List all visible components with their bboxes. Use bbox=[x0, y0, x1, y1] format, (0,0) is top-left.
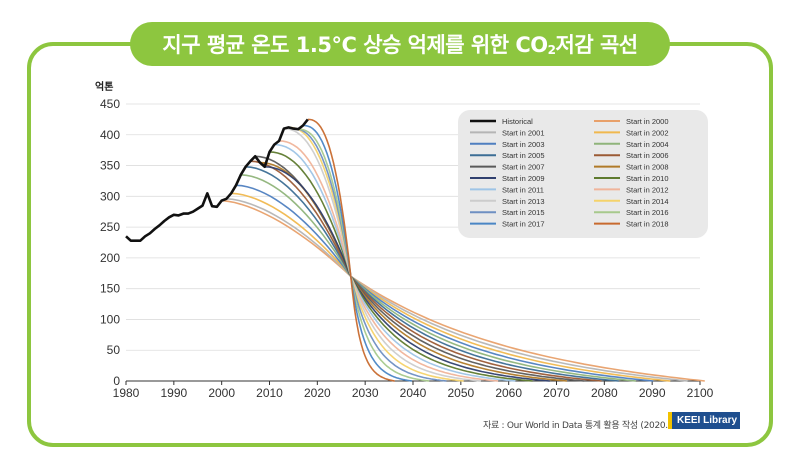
x-tick-label: 2050 bbox=[447, 386, 474, 400]
y-tick-label: 350 bbox=[100, 159, 120, 173]
x-tick-label: 2070 bbox=[543, 386, 570, 400]
legend-label: Historical bbox=[502, 117, 533, 126]
series-line-2003 bbox=[235, 184, 654, 382]
legend-label: Start in 2008 bbox=[626, 163, 669, 172]
y-tick-label: 50 bbox=[107, 343, 121, 357]
legend-label: Start in 2002 bbox=[626, 128, 669, 137]
legend-label: Start in 2017 bbox=[502, 220, 545, 229]
series-line-2004 bbox=[240, 174, 636, 382]
x-tick-label: 2040 bbox=[400, 386, 427, 400]
series-line-2013 bbox=[283, 127, 481, 382]
y-tick-label: 450 bbox=[100, 97, 120, 111]
y-tick-label: 200 bbox=[100, 251, 120, 265]
historical-line bbox=[125, 118, 309, 242]
legend-label: Start in 2000 bbox=[626, 117, 669, 126]
legend-box bbox=[458, 110, 708, 238]
legend-label: Start in 2001 bbox=[502, 128, 545, 137]
series-line-2017 bbox=[302, 124, 413, 382]
legend-label: Start in 2007 bbox=[502, 163, 545, 172]
source-note: 자료 : Our World in Data 통계 활용 작성 (2020.4) bbox=[483, 421, 677, 431]
legend-label: Start in 2015 bbox=[502, 208, 545, 217]
legend-label: Start in 2011 bbox=[502, 185, 544, 194]
title-subscript: 2 bbox=[547, 43, 556, 57]
title-main: 지구 평균 온도 1.5℃ 상승 억제를 위한 CO bbox=[162, 33, 548, 57]
x-tick-label: 2000 bbox=[208, 386, 235, 400]
x-tick-label: 1980 bbox=[113, 386, 140, 400]
series-line-2015 bbox=[293, 127, 447, 382]
y-tick-label: 250 bbox=[100, 220, 120, 234]
series-line-2018 bbox=[307, 118, 395, 382]
series-line-2016 bbox=[298, 128, 430, 382]
legend-label: Start in 2013 bbox=[502, 197, 545, 206]
legend-label: Start in 2012 bbox=[626, 185, 669, 194]
page-title: 지구 평균 온도 1.5℃ 상승 억제를 위한 CO 2 저감 곡선 bbox=[130, 22, 670, 66]
series-line-2014 bbox=[288, 126, 464, 382]
legend-label: Start in 2004 bbox=[626, 140, 669, 149]
x-tick-label: 2100 bbox=[687, 386, 714, 400]
series-line-2009 bbox=[264, 166, 550, 382]
x-tick-label: 2020 bbox=[304, 386, 331, 400]
x-tick-label: 2090 bbox=[639, 386, 666, 400]
x-tick-label: 2010 bbox=[256, 386, 283, 400]
x-tick-label: 1990 bbox=[160, 386, 187, 400]
title-tail: 저감 곡선 bbox=[555, 33, 639, 57]
y-tick-label: 100 bbox=[100, 312, 120, 326]
y-tick-label: 0 bbox=[113, 374, 120, 388]
x-tick-label: 2080 bbox=[591, 386, 618, 400]
series-line-2012 bbox=[279, 140, 499, 382]
legend-label: Start in 2003 bbox=[502, 140, 545, 149]
x-tick-label: 2030 bbox=[352, 386, 379, 400]
series-line-2002 bbox=[231, 192, 671, 382]
legend-label: Start in 2005 bbox=[502, 151, 545, 160]
series-line-2011 bbox=[274, 143, 516, 382]
legend-label: Start in 2010 bbox=[626, 174, 669, 183]
keei-badge: KEEI Library bbox=[668, 412, 740, 429]
series-line-2005 bbox=[245, 166, 619, 382]
y-tick-label: 150 bbox=[100, 282, 120, 296]
legend-label: Start in 2006 bbox=[626, 151, 669, 160]
legend-label: Start in 2009 bbox=[502, 174, 545, 183]
y-tick-label: 400 bbox=[100, 128, 120, 142]
series-line-2001 bbox=[226, 198, 688, 382]
series-line-2006 bbox=[250, 160, 602, 382]
badge-label: KEEI Library bbox=[677, 415, 738, 426]
y-axis-label: 억톤 bbox=[95, 81, 113, 93]
series-line-2000 bbox=[221, 199, 705, 382]
legend-label: Start in 2016 bbox=[626, 208, 669, 217]
series-line-2010 bbox=[269, 151, 533, 382]
badge-accent-bar bbox=[668, 412, 672, 429]
legend-label: Start in 2014 bbox=[626, 197, 669, 206]
legend-label: Start in 2018 bbox=[626, 220, 669, 229]
x-tick-label: 2060 bbox=[495, 386, 522, 400]
y-tick-label: 300 bbox=[100, 189, 120, 203]
